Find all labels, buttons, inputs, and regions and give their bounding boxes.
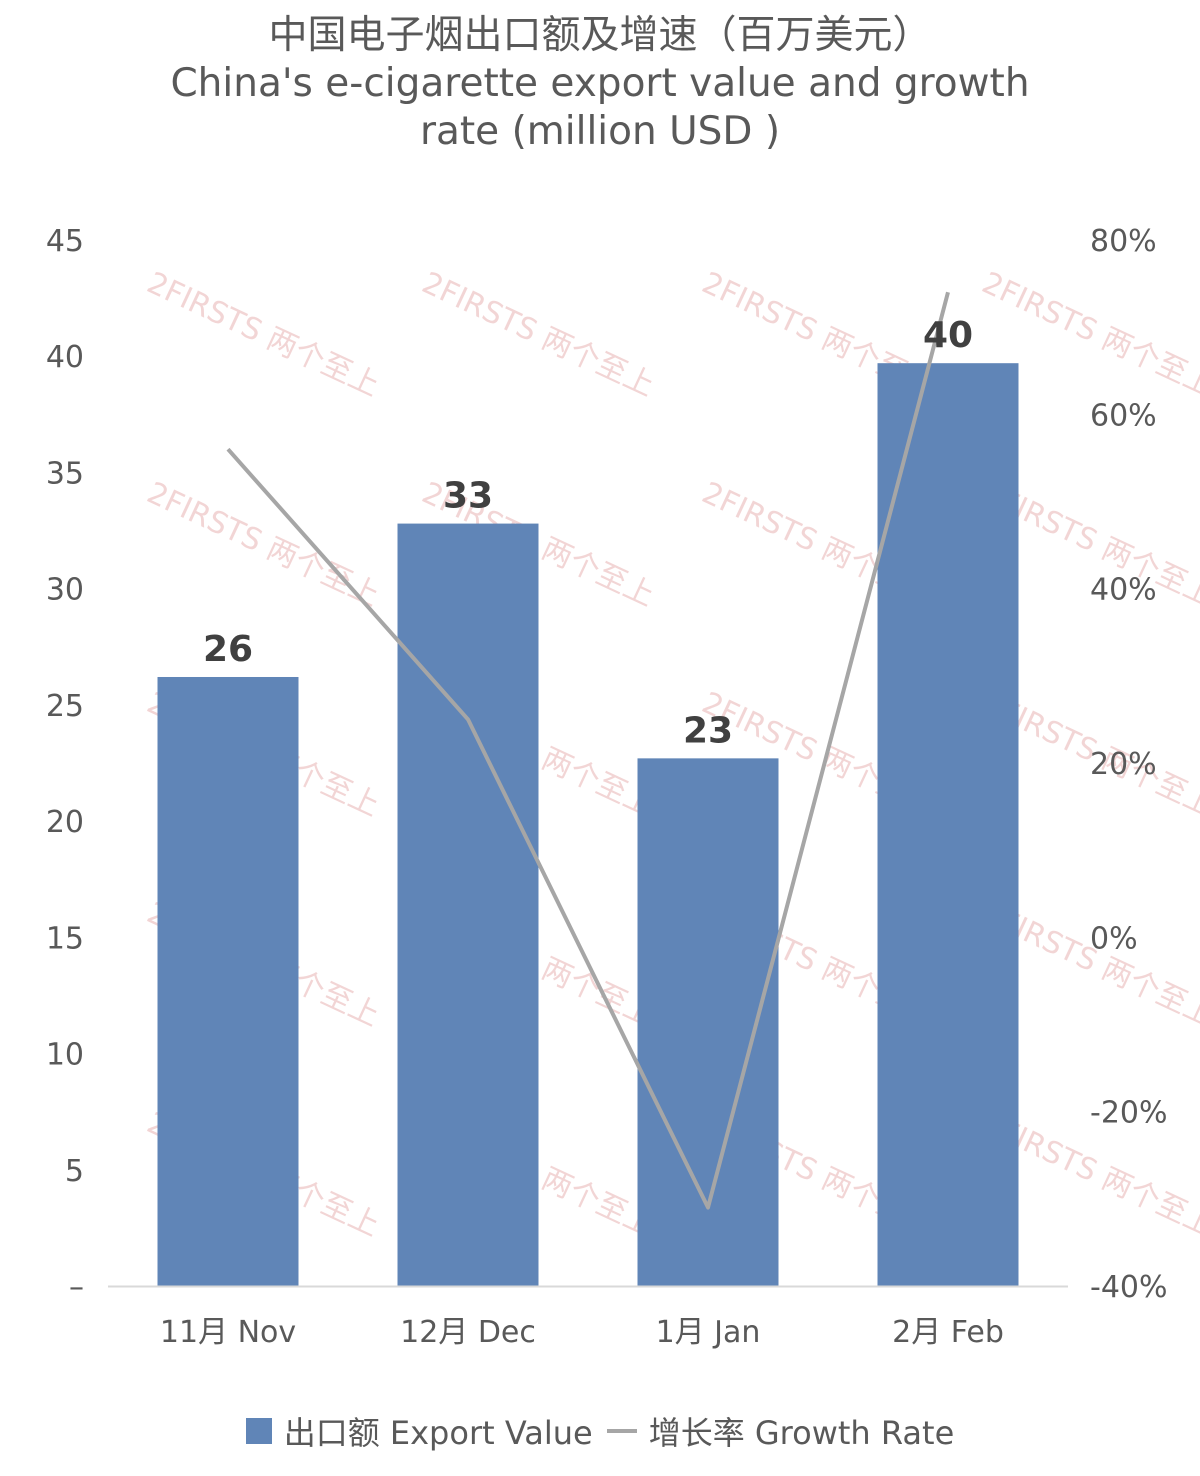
watermark-text: 2FIRSTS 两个至上 [142,476,385,614]
bar-0 [157,676,299,1286]
legend-bar-swatch [245,1418,272,1444]
y-left-tick-label: 45 [46,224,84,259]
legend: 出口额 Export Value 增长率 Growth Rate [0,1408,1200,1454]
legend-item-export-value: 出口额 Export Value [245,1408,593,1454]
axes: – 5 10 15 20 25 30 35 40 45 -40% -20% 0% 20% 40% 60% 80%… [46,224,1168,1350]
y-left-tick-label: 40 [46,340,84,375]
bar-data-label: 26 [203,629,253,670]
x-tick-label: 11月 Nov [160,1315,296,1350]
watermark-text: 2FIRSTS 两个至上 [417,266,660,404]
y-left-tick-label: – [69,1270,84,1305]
y-right-tick-label: -20% [1090,1096,1168,1131]
x-tick-label: 12月 Dec [400,1315,536,1350]
bar-data-label: 33 [443,476,493,517]
y-right-tick-label: 0% [1090,921,1138,956]
chart-plot: 2FIRSTS 两个至上 2FIRSTS 两个至上 2FIRSTS 两个至上 2FIR… [46,224,1200,1350]
y-left-tick-label: 15 [46,921,84,956]
y-right-tick-label: 60% [1090,398,1157,433]
bar-data-label: 40 [923,315,973,356]
y-left-tick-label: 20 [46,805,84,840]
legend-line-swatch [606,1429,637,1433]
y-left-tick-label: 30 [46,573,84,608]
legend-label-export-value: 出口额 Export Value [283,1414,593,1452]
growth-rate-line [226,291,950,1210]
bar-3 [877,363,1019,1286]
line-series [226,291,950,1210]
legend-item-growth-rate: 增长率 Growth Rate [593,1408,955,1454]
legend-label-growth-rate: 增长率 Growth Rate [648,1414,955,1452]
x-tick-label: 1月 Jan [656,1315,761,1350]
y-left-tick-label: 25 [46,689,84,724]
data-labels: 26 33 23 40 [203,315,973,751]
chart-title-en-line2: rate (million USD ) [419,109,781,154]
x-tick-label: 2月 Feb [892,1315,1004,1350]
y-right-tick-label: -40% [1090,1270,1168,1305]
chart-title-en-line1: China's e-cigarette export value and gro… [170,61,1030,106]
y-right-tick-label: 80% [1090,224,1157,259]
y-right-tick-label: 40% [1090,573,1157,608]
chart-title-cn: 中国电子烟出口额及增速（百万美元） [268,13,932,58]
chart-title: 中国电子烟出口额及增速（百万美元） China's e-cigarette ex… [0,12,1200,156]
bar-series [157,363,1019,1286]
y-left-tick-label: 10 [46,1038,84,1073]
bar-data-label: 23 [683,710,733,751]
watermark-text: 2FIRSTS 两个至上 [142,266,385,404]
y-right-tick-label: 20% [1090,747,1157,782]
y-left-tick-label: 5 [65,1154,84,1189]
bar-1 [397,523,539,1286]
y-left-tick-label: 35 [46,456,84,491]
